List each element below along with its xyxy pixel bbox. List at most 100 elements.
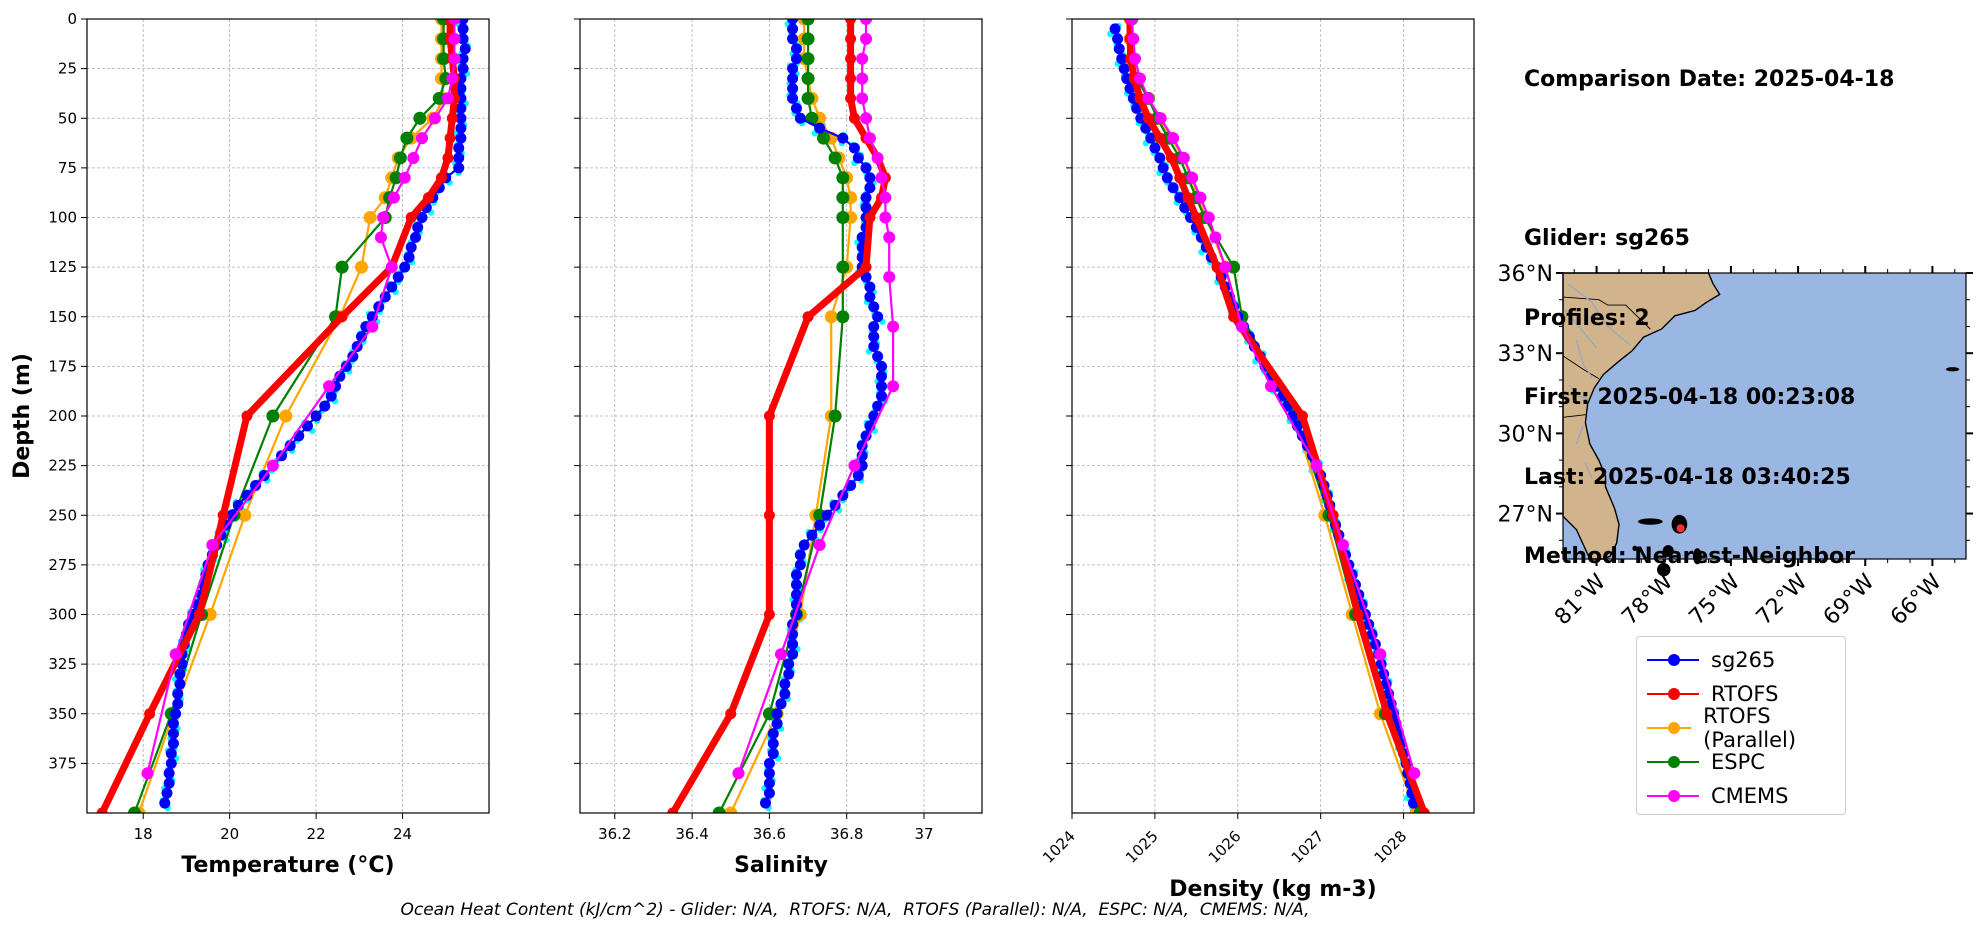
data-point [428,112,441,125]
data-point [455,112,467,124]
data-point [806,529,818,541]
legend-swatch [1647,679,1699,709]
data-point [771,718,783,730]
data-point [860,112,873,125]
data-point [340,360,352,372]
y-tick-label: 200 [48,407,77,425]
data-point [1118,63,1130,75]
data-point [1134,92,1146,104]
data-point [848,142,860,154]
data-point [814,519,826,531]
data-point [779,688,791,700]
data-point [1142,92,1155,105]
x-tick-label: 24 [393,825,412,843]
legend-swatch [1647,747,1699,777]
data-point [856,72,869,85]
data-point [875,171,888,184]
data-point [790,589,802,601]
y-tick-label: 275 [48,556,77,574]
data-point [217,509,229,521]
series-sg265 [760,19,887,809]
island [1632,545,1637,551]
data-point [453,152,465,164]
data-point [814,122,826,134]
data-point [887,320,900,333]
glider-position-marker [1675,523,1686,534]
data-point [393,151,407,165]
data-point [1154,152,1166,164]
data-point [852,152,864,164]
data-point [435,172,447,184]
data-point [1154,112,1167,125]
data-point [767,747,779,759]
data-point [828,151,842,165]
data-point [763,757,775,769]
data-point [1310,459,1323,472]
x-tick-label: 1026 [1205,827,1245,867]
data-point [775,698,787,710]
data-point [790,102,802,114]
data-point [335,260,349,274]
comparison-date: Comparison Date: 2025-04-18 [1524,67,1895,92]
data-point [798,539,810,551]
data-point [794,112,806,124]
data-point [446,72,459,85]
y-tick-label: 300 [48,606,77,624]
x-tick-label: 1027 [1288,827,1328,867]
data-point [163,767,175,779]
data-point [279,409,293,423]
legend-swatch [1647,645,1699,675]
data-point [1209,231,1222,244]
glider-name: Glider: sg265 [1524,226,1690,251]
data-point [837,132,849,144]
data-point [767,738,779,750]
x-tick-label: 37 [914,825,933,843]
data-point [161,787,173,799]
y-tick-label: 25 [58,60,77,78]
data-point [1352,609,1364,620]
state-border [1562,355,1600,379]
data-point [403,251,415,263]
data-point [457,53,469,65]
profiles-count: Profiles: 2 [1524,305,1650,331]
data-point [1186,171,1199,184]
x-axis-label: Density (kg m-3) [1169,877,1377,902]
data-point [872,400,884,412]
data-point [1374,648,1387,661]
data-point [172,698,184,710]
data-point [868,301,880,313]
data-point [336,311,348,323]
data-point [860,261,872,273]
data-point [354,260,368,274]
data-point [1113,43,1125,55]
data-point [459,43,471,55]
data-point [763,410,775,422]
data-point [1125,19,1138,25]
data-point [448,32,461,45]
data-point [455,102,467,114]
y-tick-label: 250 [48,506,77,524]
data-point [868,341,880,353]
data-point [864,182,876,194]
data-point [813,508,827,522]
data-point [1337,539,1350,552]
data-point [760,797,772,809]
data-point [1408,767,1421,780]
data-point [787,73,799,85]
data-point [1161,172,1173,184]
land-coastline [1562,272,1721,560]
data-point [763,767,775,779]
data-point [1112,33,1124,45]
data-point [794,559,806,571]
x-tick-label: 20 [220,825,239,843]
data-point [848,459,861,472]
data-point [1418,807,1430,813]
data-point [763,609,775,620]
data-point [824,310,838,324]
chart-panel-1: 18 20 22 24 0 25 50 75 100 125 150 175 200 225 250 275 3… [10,10,490,878]
data-point [169,648,182,661]
y-tick-label: 375 [48,754,77,772]
x-tick-label: 1028 [1371,827,1411,867]
data-point [386,281,398,293]
